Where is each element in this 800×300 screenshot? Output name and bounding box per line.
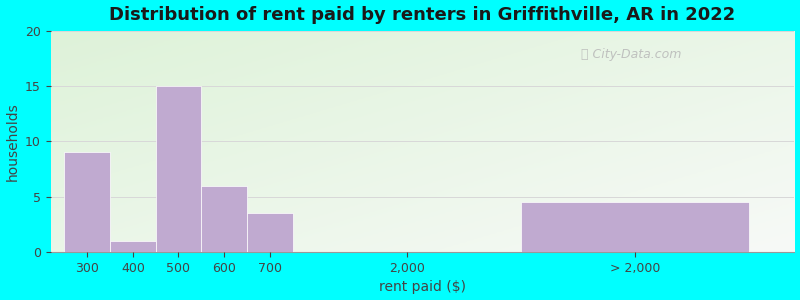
X-axis label: rent paid ($): rent paid ($) [379, 280, 466, 294]
Bar [202, 186, 247, 252]
Bar [521, 202, 749, 252]
Bar [110, 241, 156, 252]
Title: Distribution of rent paid by renters in Griffithville, AR in 2022: Distribution of rent paid by renters in … [110, 6, 736, 24]
Bar [247, 213, 293, 252]
Y-axis label: households: households [6, 102, 19, 181]
Text: ⓘ City-Data.com: ⓘ City-Data.com [581, 48, 681, 62]
Bar [64, 152, 110, 252]
Bar [156, 86, 202, 252]
